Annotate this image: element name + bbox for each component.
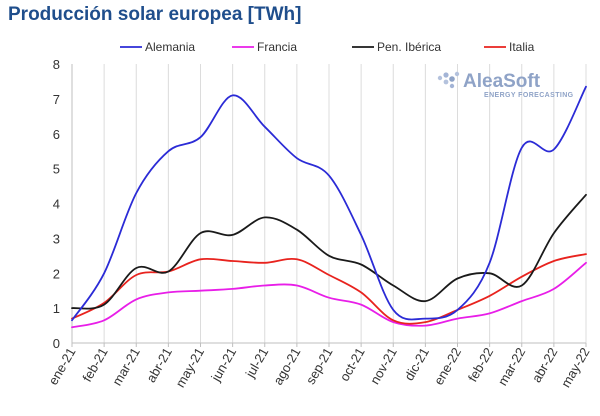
x-tick-label: abr-21 [143,345,175,385]
y-tick-label: 8 [53,57,60,72]
x-tick-label: may-22 [558,345,593,390]
x-tick-label: jul-21 [242,345,271,381]
legend: Alemania Francia Pen. Ibérica Italia [120,40,535,54]
legend-label-pen-ib-rica: Pen. Ibérica [377,40,441,54]
y-tick-label: 5 [53,162,60,177]
y-tick-label: 4 [53,197,60,212]
y-axis-ticks: 0 1 2 3 4 5 6 7 8 [53,57,60,351]
x-tick-label: abr-22 [529,345,561,385]
y-tick-label: 1 [53,301,60,316]
y-tick-label: 7 [53,92,60,107]
grid-lines [103,64,587,343]
logo-dots-icon [437,71,460,89]
x-tick-label: dic-21 [401,345,432,383]
y-tick-label: 2 [53,266,60,281]
series-line-alemania [71,85,587,322]
legend-label-francia: Francia [257,40,297,54]
legend-label-alemania: Alemania [145,40,195,54]
legend-label-italia: Italia [509,40,535,54]
x-tick-label: sep-21 [303,345,336,387]
x-tick-label: jun-21 [208,345,240,385]
x-tick-label: ene-22 [431,345,464,388]
logo-wordmark: AleaSoft [463,71,541,92]
x-tick-label: oct-21 [337,345,368,384]
y-tick-label: 6 [53,127,60,142]
x-tick-label: mar-22 [495,345,529,388]
x-tick-label: feb-21 [79,345,110,384]
chart-title: Producción solar europea [TWh] [8,4,302,25]
y-tick-label: 0 [53,336,60,351]
series-line-pen-ib-rica [71,193,587,310]
y-tick-label: 3 [53,231,60,246]
x-tick-label: may-21 [172,345,207,390]
logo-tagline: ENERGY FORECASTING [484,92,574,99]
x-tick-label: ago-21 [270,345,303,388]
series-line-francia [71,261,587,329]
x-tick-label: mar-21 [109,345,143,388]
aleasoft-logo: AleaSoft ENERGY FORECASTING [437,71,574,99]
x-tick-label: nov-21 [367,345,400,387]
series-lines [71,85,587,329]
x-tick-label: feb-22 [465,345,496,384]
x-tick-label: ene-21 [45,345,78,388]
